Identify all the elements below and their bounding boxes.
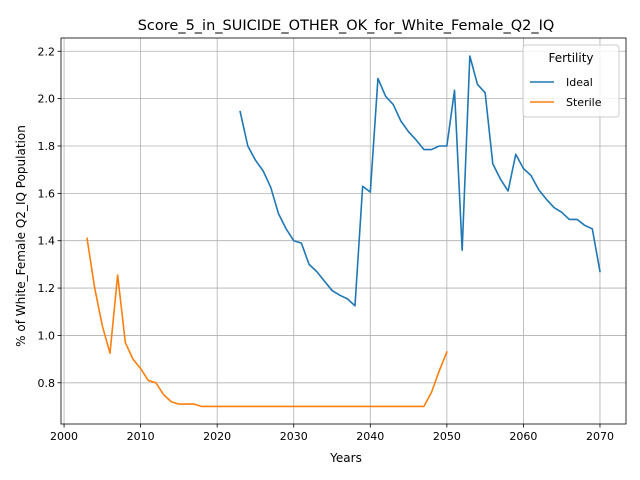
x-tick-label: 2040: [356, 430, 384, 443]
series-line-sterile: [86, 237, 448, 408]
series-lines: [86, 55, 601, 408]
legend: Fertility Ideal Sterile: [522, 44, 620, 118]
legend-title: Fertility: [548, 51, 593, 65]
plot-frame: [60, 37, 627, 425]
grid: [61, 38, 626, 424]
y-tick-label: 2.2: [38, 45, 56, 58]
x-tick-label: 2020: [203, 430, 231, 443]
x-axis-ticks: 2000 2010 2020 2030 2040 2050 2060 2070: [50, 424, 614, 443]
y-axis-ticks: 0.8 1.0 1.2 1.4 1.6 1.8 2.0 2.2: [38, 45, 61, 390]
x-tick-label: 2030: [280, 430, 308, 443]
y-tick-label: 0.8: [38, 377, 56, 390]
y-tick-label: 1.2: [38, 282, 56, 295]
y-tick-label: 1.0: [38, 329, 56, 342]
x-axis-label: Years: [329, 451, 362, 465]
x-tick-label: 2050: [433, 430, 461, 443]
y-tick-label: 2.0: [38, 93, 56, 106]
y-axis-label: % of White_Female Q2_IQ Population: [14, 125, 28, 347]
chart-title: Score_5_in_SUICIDE_OTHER_OK_for_White_Fe…: [138, 18, 555, 34]
x-tick-label: 2060: [509, 430, 537, 443]
legend-label-ideal: Ideal: [566, 76, 593, 89]
legend-box: [522, 44, 620, 118]
legend-label-sterile: Sterile: [566, 96, 602, 109]
legend-items: Ideal Sterile: [530, 76, 602, 109]
y-tick-label: 1.8: [38, 140, 56, 153]
y-tick-label: 1.6: [38, 187, 56, 200]
x-tick-label: 2000: [50, 430, 78, 443]
series-line-ideal: [239, 55, 601, 307]
x-tick-label: 2010: [127, 430, 155, 443]
y-tick-label: 1.4: [38, 235, 56, 248]
x-tick-label: 2070: [586, 430, 614, 443]
